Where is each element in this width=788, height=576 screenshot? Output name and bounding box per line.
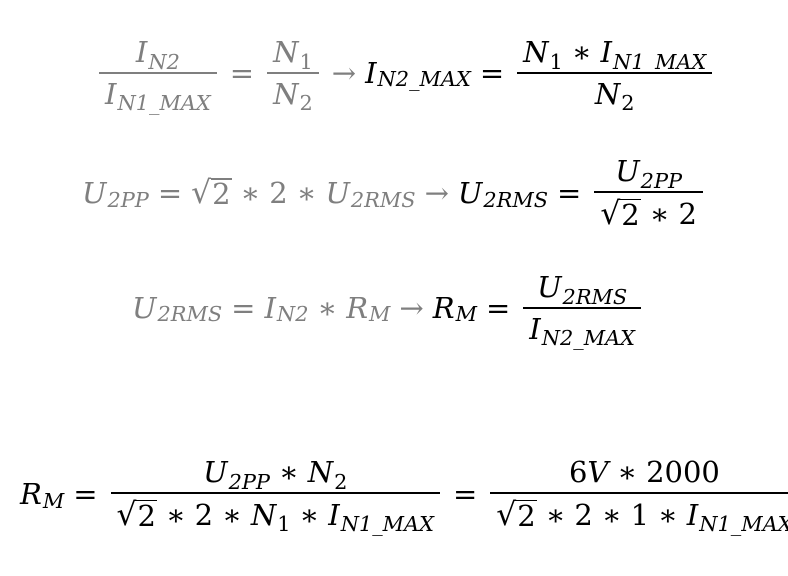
symbolic-fraction: U2PP ∗ N2 √ 2 ∗ 2 ∗ N1 ∗ IN1_MAX — [110, 458, 440, 535]
numeric-fraction: 6V ∗ 2000 √ 2 ∗ 2 ∗ 1 ∗ IN1_MAX — [490, 458, 788, 535]
given-relation: IN2 IN1_MAX = N1 N2 → — [95, 38, 365, 114]
implies-arrow: → — [399, 290, 424, 325]
fraction-bar — [267, 72, 319, 74]
fraction-bar — [594, 191, 703, 193]
fraction-bar — [517, 72, 713, 74]
turns-ratio-fraction: N1 N2 — [267, 38, 319, 114]
square-root: √ 2 — [191, 174, 232, 212]
result-fraction: N1 ∗ IN1_MAX N2 — [517, 38, 713, 114]
implies-arrow: → — [331, 55, 357, 90]
given-relation: U 2PP = √ 2 ∗ 2 ∗ U 2RMS → — [82, 174, 449, 212]
implies-arrow: → — [424, 175, 449, 210]
equation-rms-voltage: U 2PP = √ 2 ∗ 2 ∗ U 2RMS → U 2RMS = U2PP √ 2 ∗… — [82, 157, 707, 230]
result-fraction: U2RMS IN2_MAX — [523, 273, 642, 349]
fraction-bar — [99, 72, 217, 74]
fraction-bar — [110, 492, 440, 494]
current-ratio-fraction: IN2 IN1_MAX — [99, 38, 217, 114]
result-fraction: U2PP √ 2 ∗ 2 — [594, 157, 703, 230]
fraction-bar — [490, 492, 788, 494]
fraction-bar — [523, 307, 642, 309]
equation-current-ratio: IN2 IN1_MAX = N1 N2 → I N2_MAX = N1 ∗ IN1_M… — [95, 38, 716, 114]
